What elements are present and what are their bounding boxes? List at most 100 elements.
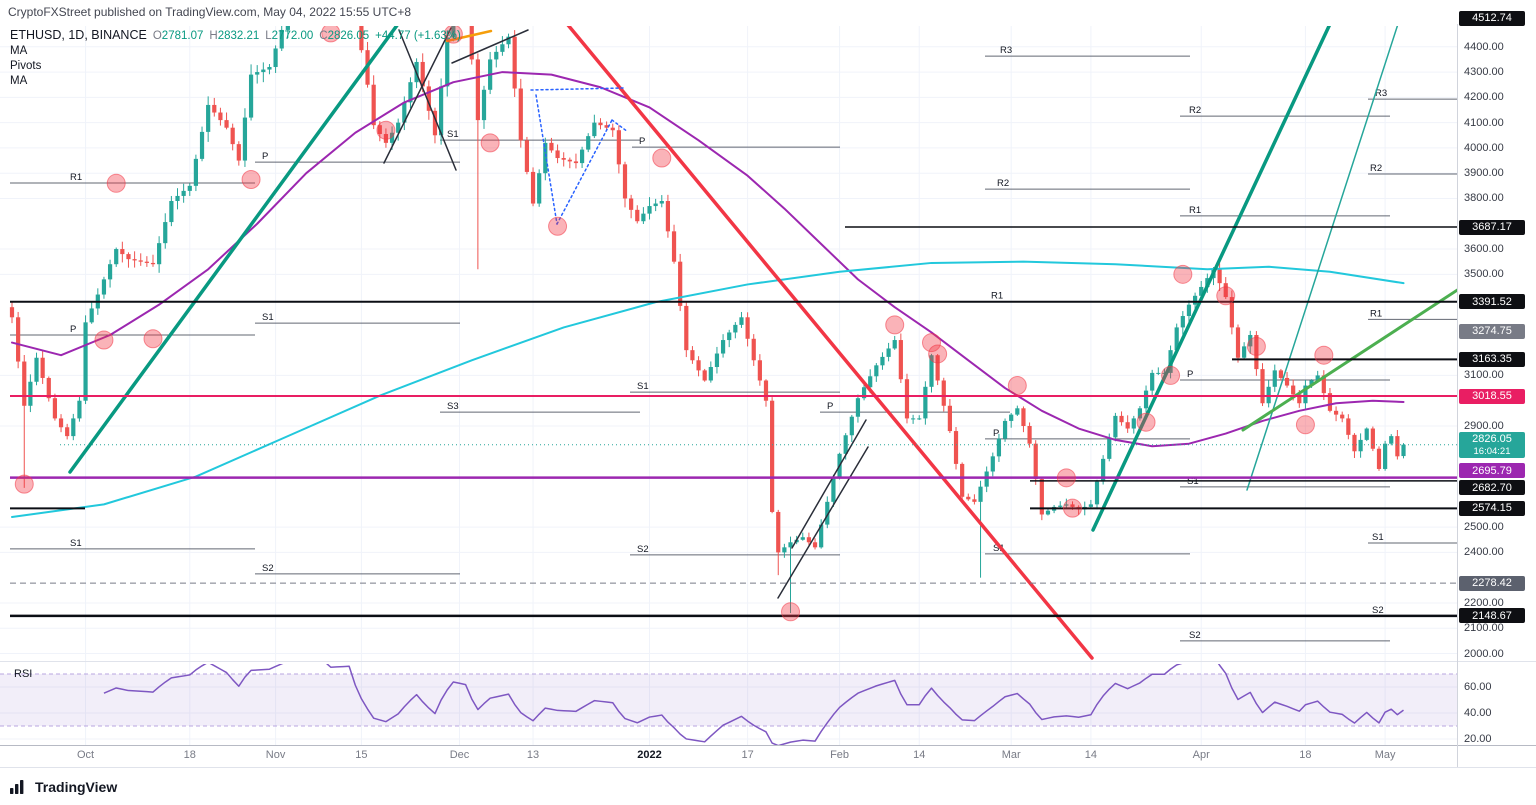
highlight-circle[interactable] [321,24,341,43]
candle [1272,370,1277,387]
price-level-lines [10,226,1457,618]
candle [255,72,260,75]
candle [684,305,689,351]
trend-line[interactable] [791,419,867,549]
highlight-circle[interactable] [1056,468,1076,488]
trend-line[interactable] [611,119,629,133]
footer: TradingView [10,774,117,800]
candle [426,86,431,111]
price-tick: 3600.00 [1464,243,1504,256]
candle [408,82,413,103]
candle [1021,408,1026,426]
candle [880,356,885,366]
candle [849,416,854,436]
symbol-ohlc-row[interactable]: ETHUSD, 1D, BINANCE O2781.07 H2832.21 L2… [10,28,461,42]
candle [261,69,266,73]
candle [58,418,64,428]
pivot-label: R3 [1000,45,1012,56]
time-tick: 14 [1084,749,1097,761]
trend-line[interactable] [68,24,399,474]
candle [469,26,474,60]
highlight-circle[interactable] [928,344,948,364]
candle [604,125,609,128]
trend-line[interactable] [556,119,613,225]
highlight-circle[interactable] [1173,264,1193,284]
candle [132,259,137,261]
indicator-ma-2[interactable]: MA [10,75,28,87]
candle [512,36,517,89]
trend-line[interactable] [777,446,869,599]
highlight-circle[interactable] [1136,412,1156,432]
pivot-label: S1 [262,312,274,323]
highlight-circle[interactable] [14,474,34,494]
candle [187,185,192,191]
highlight-circle[interactable] [1007,376,1027,396]
trend-line[interactable] [398,29,457,171]
highlight-circle[interactable] [1314,345,1334,365]
candle [230,127,235,145]
price-tick: 2200.00 [1464,596,1504,609]
highlight-circle[interactable] [781,602,801,622]
highlight-circle[interactable] [241,170,261,190]
candle [586,136,591,150]
price-tick: 2500.00 [1464,521,1504,534]
highlight-circle[interactable] [376,120,396,140]
attribution-text: CryptoFXStreet published on TradingView.… [8,5,412,19]
candle [1045,510,1051,515]
trend-line[interactable] [1091,24,1331,532]
highlight-circle[interactable] [443,25,463,44]
candle [1364,428,1369,440]
trend-line[interactable] [1246,24,1399,491]
rsi-indicator-label[interactable]: RSI [14,668,33,680]
price-tick: 4100.00 [1464,116,1504,129]
trend-line[interactable] [445,29,493,43]
candle [218,112,223,121]
highlight-circle[interactable] [922,333,941,353]
highlight-circle[interactable] [1161,365,1181,385]
trend-line[interactable] [451,29,529,64]
highlight-circle[interactable] [1062,498,1082,518]
highlight-circle[interactable] [652,148,672,168]
highlight-circle[interactable] [106,173,126,193]
time-axis[interactable]: Oct 18 Nov 15 Dec 13 2022 17 Feb 14 Mar 14 Apr 18 May [0,746,1457,767]
highlight-circle[interactable] [143,329,163,349]
highlight-circle[interactable] [94,330,114,350]
candle [224,120,229,128]
trend-line[interactable] [535,94,558,225]
candle [1058,505,1063,507]
trend-line[interactable] [383,27,452,164]
high-value: H2832.21 [209,30,260,42]
highlight-circle[interactable] [885,315,905,335]
highlight-circle[interactable] [1295,415,1315,435]
candle [960,463,965,497]
candle [420,61,425,87]
candle [212,104,217,113]
candle [1119,415,1124,423]
highlight-circle[interactable] [1216,286,1236,306]
candle [537,173,542,204]
candle [1401,444,1406,457]
candle [990,456,995,472]
highlight-circle[interactable] [548,216,568,236]
trend-line[interactable] [530,87,624,91]
candle [549,142,554,151]
candle [1131,418,1136,429]
trend-line[interactable] [566,25,1094,660]
candle [678,261,683,306]
price-tick: 4000.00 [1464,141,1504,154]
candle [788,542,793,548]
highlight-circle[interactable] [1246,336,1266,356]
price-badge: 2278.42 [1459,575,1525,591]
candle [445,37,450,87]
price-badge: 3018.55 [1459,388,1525,404]
candle [16,317,21,362]
price-axis[interactable]: 4400.00 4300.00 4200.00 4100.00 4000.00 3900.… [1458,0,1536,805]
pivot-label: R3 [1375,88,1387,99]
candle [126,254,131,260]
indicator-ma-1[interactable]: MA [10,45,28,57]
candle [610,127,615,131]
highlight-circle[interactable] [480,133,500,153]
indicator-pivots[interactable]: Pivots [10,60,42,72]
tradingview-wordmark[interactable]: TradingView [35,779,118,795]
